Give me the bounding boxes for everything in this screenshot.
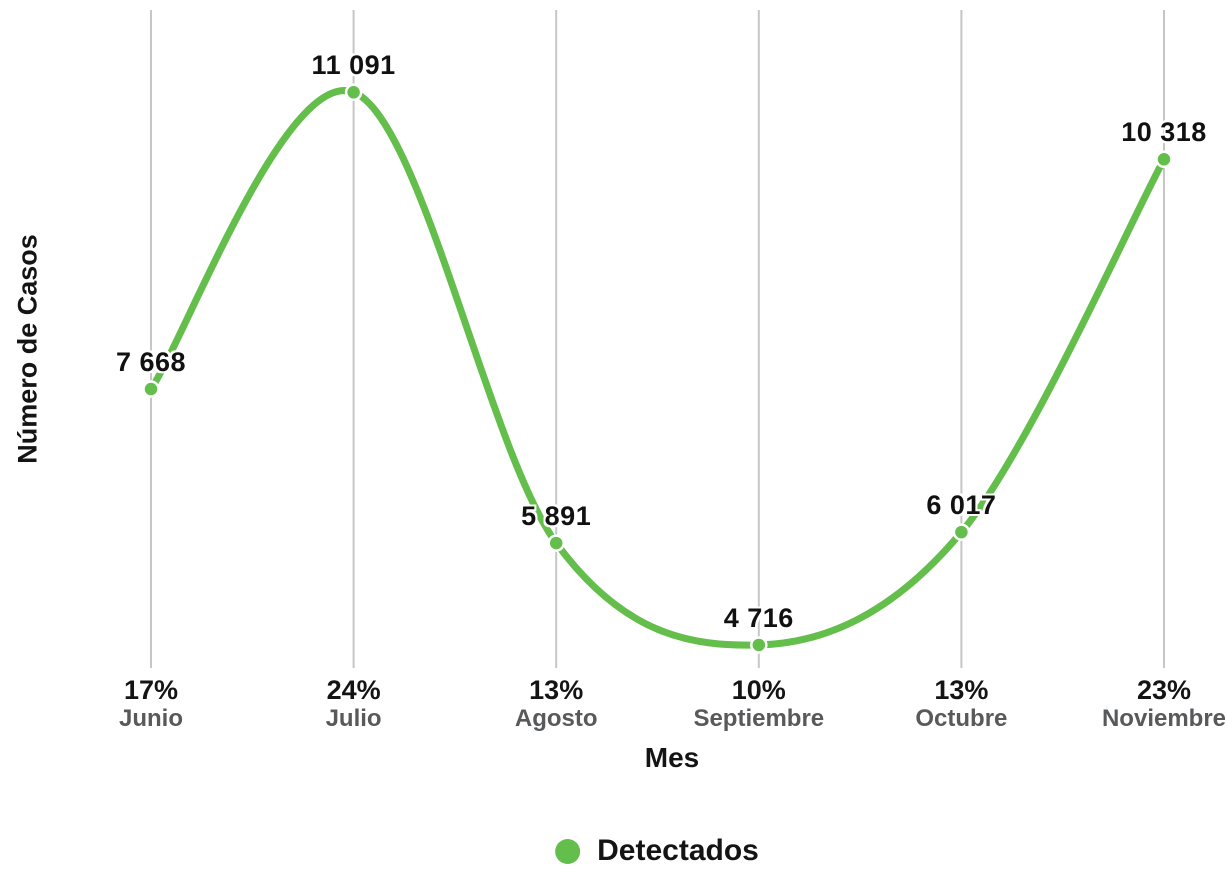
value-label: 5 891 [521,501,592,532]
legend-label: Detectados [597,834,759,867]
x-tick-month: Noviembre [1101,705,1225,733]
value-label: 7 668 [115,347,187,378]
x-tick-junio: 17% Junio [119,676,183,732]
x-tick-month: Junio [119,705,183,733]
x-tick-julio: 24% Julio [326,676,382,732]
data-point-marker [1155,150,1173,169]
x-tick-percent: 24% [326,675,381,705]
x-tick-agosto: 13% Agosto [515,676,598,732]
x-tick-month: Agosto [514,705,598,733]
value-label: 4 716 [723,602,794,633]
value-label: 11 091 [311,50,396,81]
series-line-detectados [147,87,1168,649]
value-label: 6 017 [926,490,997,521]
x-tick-month: Julio [325,705,382,733]
x-tick-percent: 13% [529,675,584,705]
x-tick-noviembre: 23% Noviembre [1102,676,1225,732]
x-tick-percent: 23% [1136,675,1192,705]
x-tick-month: Septiembre [693,705,825,733]
data-point-marker [547,534,565,552]
y-axis-title: Número de Casos [12,234,43,464]
data-point-marker [750,636,768,654]
x-tick-septiembre: 10% Septiembre [693,676,824,732]
legend: Detectados [555,834,759,868]
data-point-marker [952,523,971,541]
data-point-marker [344,83,363,102]
x-tick-percent: 10% [731,675,786,705]
x-tick-percent: 13% [934,675,989,705]
x-tick-month: Octubre [915,705,1008,733]
data-point-marker [142,380,160,398]
value-label: 10 318 [1121,117,1207,148]
x-tick-percent: 17% [123,675,179,705]
x-axis-title: Mes [644,742,700,773]
legend-series-dot-icon [555,838,581,864]
x-tick-octubre: 13% Octubre [915,676,1007,732]
